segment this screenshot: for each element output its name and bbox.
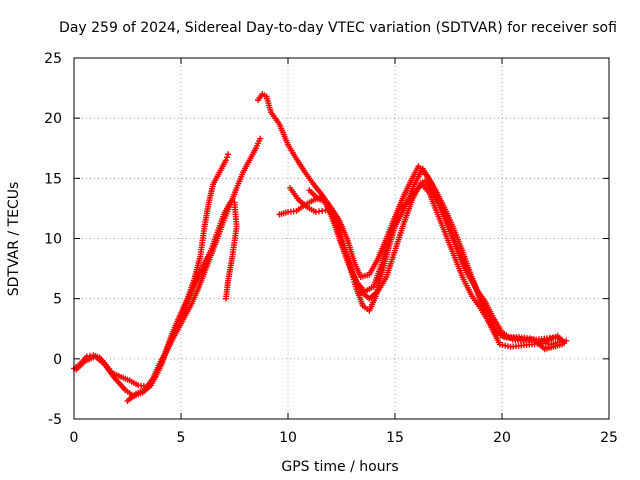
data-point <box>561 340 568 347</box>
x-tick-label: 15 <box>386 430 404 446</box>
x-tick-label: 20 <box>493 430 511 446</box>
y-tick-label: 20 <box>44 111 62 127</box>
x-tick-label: 25 <box>600 430 618 446</box>
y-axis-label: SDTVAR / TECUs <box>6 182 22 297</box>
x-tick-label: 5 <box>177 430 186 446</box>
x-axis-label: GPS time / hours <box>281 459 398 475</box>
x-tick-labels: 0 5 10 15 20 25 <box>70 430 618 446</box>
x-tick-label: 0 <box>70 430 79 446</box>
data-point <box>224 154 231 161</box>
y-tick-label: 25 <box>44 51 62 67</box>
y-tick-label: 10 <box>44 232 62 248</box>
grid-lines <box>74 58 609 419</box>
chart-title: Day 259 of 2024, Sidereal Day-to-day VTE… <box>59 20 617 36</box>
y-tick-labels: -5 0 5 10 15 20 25 <box>44 51 62 428</box>
y-tick-label: 0 <box>53 352 62 368</box>
data-point <box>222 295 229 302</box>
data-point <box>257 135 264 142</box>
y-tick-label: 5 <box>53 292 62 308</box>
y-tick-label: -5 <box>48 412 62 428</box>
x-tick-label: 10 <box>279 430 297 446</box>
data-markers <box>71 91 570 404</box>
data-point <box>225 151 232 158</box>
data-point <box>222 157 229 164</box>
plot-frame <box>73 57 610 420</box>
y-tick-label: 15 <box>44 171 62 187</box>
